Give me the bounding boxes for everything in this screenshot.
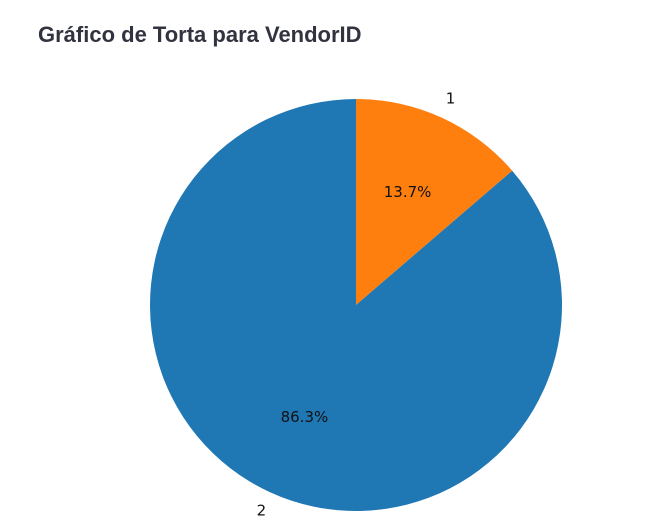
- pie-pct-label-2: 86.3%: [281, 408, 329, 426]
- pie-category-label-2: 2: [257, 501, 267, 519]
- pie-pct-label-1: 13.7%: [384, 183, 432, 201]
- pie-category-label-1: 1: [446, 90, 456, 108]
